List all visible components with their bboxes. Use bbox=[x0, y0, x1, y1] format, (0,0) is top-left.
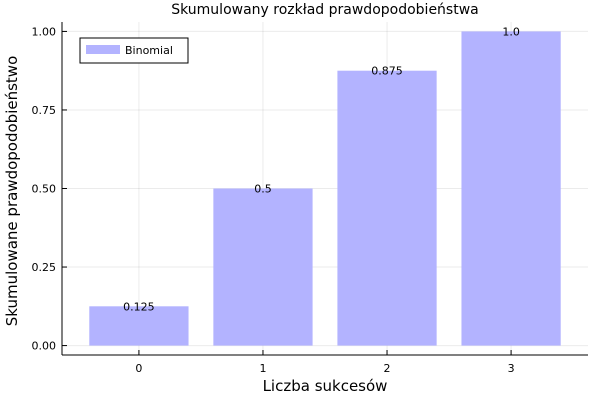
x-tick-label: 3 bbox=[508, 362, 515, 375]
chart-title: Skumulowany rozkład prawdopodobieństwa bbox=[171, 2, 479, 18]
legend-label: Binomial bbox=[125, 44, 173, 57]
legend-swatch bbox=[86, 45, 120, 54]
data-label-3: 1.0 bbox=[502, 25, 520, 38]
bar-0 bbox=[89, 306, 189, 346]
x-tick-label: 0 bbox=[135, 362, 142, 375]
bars bbox=[89, 31, 561, 346]
axes: 0.00 0.25 0.50 0.75 1.00 0 1 2 3 bbox=[32, 22, 588, 375]
data-labels: 0.125 0.5 0.875 1.0 bbox=[123, 25, 520, 313]
data-label-1: 0.5 bbox=[254, 183, 272, 196]
y-tick-label: 0.00 bbox=[32, 340, 57, 353]
legend: Binomial bbox=[79, 37, 189, 64]
y-tick-label: 0.50 bbox=[32, 183, 57, 196]
x-tick-label: 2 bbox=[384, 362, 391, 375]
data-label-0: 0.125 bbox=[123, 300, 155, 313]
y-tick-label: 0.75 bbox=[32, 104, 57, 117]
bar-2 bbox=[337, 70, 437, 346]
bar-1 bbox=[213, 188, 313, 346]
y-tick-label: 0.25 bbox=[32, 261, 57, 274]
bar-3 bbox=[461, 31, 561, 346]
y-tick-label: 1.00 bbox=[32, 25, 57, 38]
data-label-2: 0.875 bbox=[371, 65, 403, 78]
x-axis-title: Liczba sukcesów bbox=[263, 377, 388, 395]
x-tick-label: 1 bbox=[259, 362, 266, 375]
y-axis-title: Skumulowane prawdopodobieństwo bbox=[3, 56, 21, 327]
